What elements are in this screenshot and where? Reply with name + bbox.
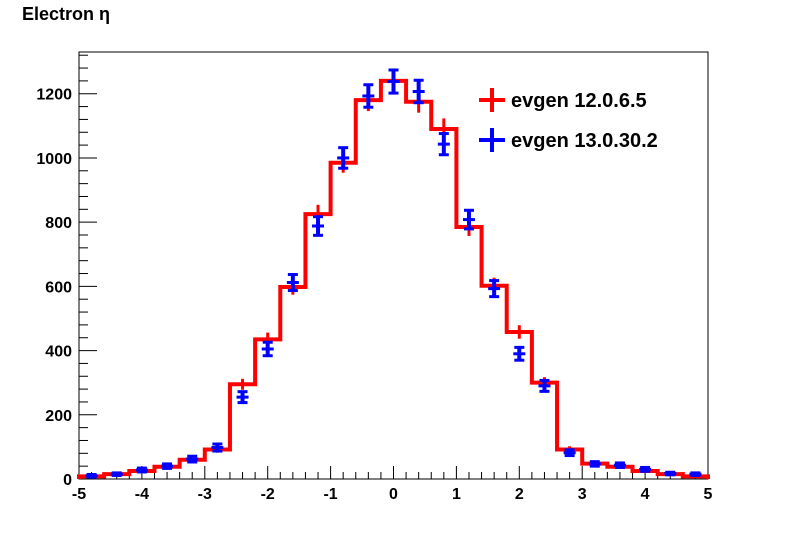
blue-data-point: [538, 378, 551, 393]
blue-data-point: [261, 340, 274, 358]
x-tick-label: 1: [452, 486, 461, 503]
blue-data-point: [85, 473, 98, 479]
blue-data-point: [513, 345, 526, 362]
blue-data-point: [412, 78, 425, 105]
blue-data-point: [664, 470, 677, 477]
blue-data-point: [236, 390, 249, 405]
blue-data-point: [387, 68, 400, 95]
y-axis-tick-labels: 0 200 400 600 800 1000 1200: [36, 87, 72, 489]
blue-data-point: [488, 279, 501, 299]
blue-data-point: [437, 132, 450, 157]
blue-data-point: [186, 454, 199, 464]
x-tick-label: -2: [261, 486, 275, 503]
x-tick-label: 0: [389, 486, 398, 503]
x-tick-label: 3: [578, 486, 587, 503]
y-tick-label: 1200: [36, 87, 72, 104]
legend: evgen 12.0.6.5 evgen 13.0.30.2: [479, 88, 658, 152]
plot-frame-layer: [78, 51, 709, 480]
blue-data-point: [337, 146, 350, 170]
blue-data-point: [613, 461, 626, 469]
x-tick-label: -5: [72, 486, 86, 503]
series-blue-points: [85, 68, 702, 479]
x-tick-label: -4: [135, 486, 149, 503]
legend-entry: evgen 13.0.30.2: [479, 128, 658, 152]
blue-data-point: [362, 83, 375, 109]
blue-data-point: [689, 471, 702, 477]
x-tick-label: -1: [323, 486, 337, 503]
blue-data-point: [211, 442, 224, 453]
blue-data-point: [110, 471, 123, 477]
blue-data-point: [639, 465, 652, 473]
blue-data-point: [588, 460, 601, 468]
blue-data-point: [312, 215, 325, 237]
blue-data-point: [135, 466, 148, 474]
x-tick-label: 5: [704, 486, 713, 503]
x-tick-label: 4: [641, 486, 650, 503]
plot-frame: [78, 51, 709, 480]
y-tick-label: 1000: [36, 151, 72, 168]
legend-entry: evgen 12.0.6.5: [479, 88, 647, 112]
blue-data-point: [161, 462, 174, 470]
y-axis-ticks: [79, 54, 97, 480]
legend-label: evgen 13.0.30.2: [511, 130, 658, 152]
x-tick-label: -3: [198, 486, 212, 503]
blue-data-point: [462, 208, 475, 231]
blue-data-point: [286, 272, 299, 293]
blue-data-point: [563, 448, 576, 458]
y-tick-label: 600: [45, 279, 72, 296]
x-axis-tick-labels: -5 -4 -3 -2 -1 0 1 2 3 4 5: [72, 486, 713, 503]
y-tick-label: 0: [63, 472, 72, 489]
y-tick-label: 200: [45, 408, 72, 425]
chart-title: Electron η: [22, 4, 111, 24]
y-tick-label: 400: [45, 344, 72, 361]
y-tick-label: 800: [45, 215, 72, 232]
x-tick-label: 2: [515, 486, 524, 503]
legend-label: evgen 12.0.6.5: [511, 90, 647, 112]
